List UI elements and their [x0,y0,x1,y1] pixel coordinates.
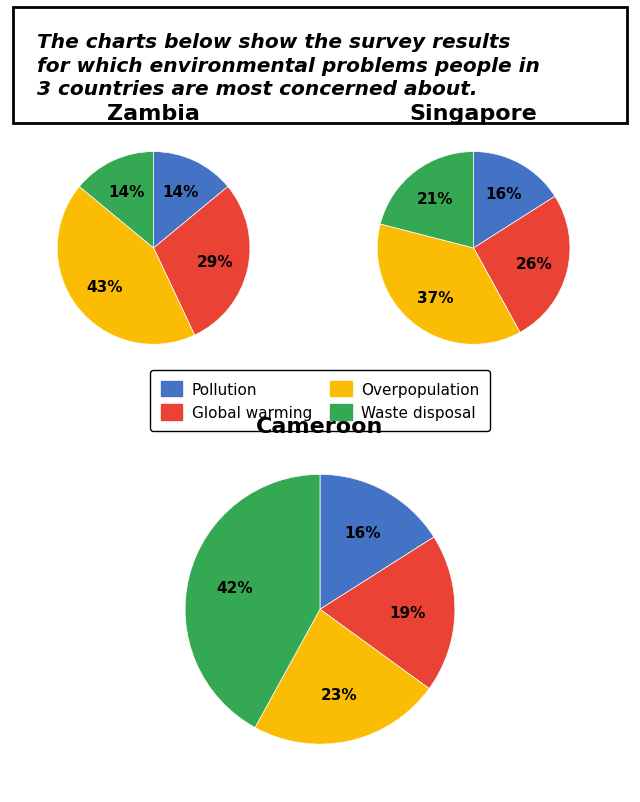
Wedge shape [57,188,195,345]
Wedge shape [377,225,520,345]
Wedge shape [474,152,555,249]
Text: 16%: 16% [344,525,381,541]
Wedge shape [154,152,228,249]
Text: 19%: 19% [390,605,426,620]
Text: 43%: 43% [86,279,122,294]
Text: 37%: 37% [417,290,454,306]
Title: Cameroon: Cameroon [256,417,384,437]
Title: Singapore: Singapore [410,104,538,124]
Wedge shape [380,152,474,249]
Text: 14%: 14% [162,184,198,200]
Wedge shape [320,475,434,610]
Title: Zambia: Zambia [107,104,200,124]
Text: 26%: 26% [516,257,553,272]
Wedge shape [255,610,429,744]
Legend: Pollution, Global warming, Overpopulation, Waste disposal: Pollution, Global warming, Overpopulatio… [150,371,490,431]
Wedge shape [154,188,250,336]
Text: 29%: 29% [196,255,233,269]
Text: 23%: 23% [321,687,358,703]
Text: 16%: 16% [486,186,522,201]
Wedge shape [185,475,320,727]
Text: The charts below show the survey results
for which environmental problems people: The charts below show the survey results… [37,33,540,99]
Text: 42%: 42% [217,581,253,595]
Text: 21%: 21% [417,192,454,207]
Wedge shape [474,197,570,333]
Text: 14%: 14% [109,184,145,200]
FancyBboxPatch shape [13,8,627,124]
Wedge shape [320,537,455,689]
Wedge shape [79,152,154,249]
